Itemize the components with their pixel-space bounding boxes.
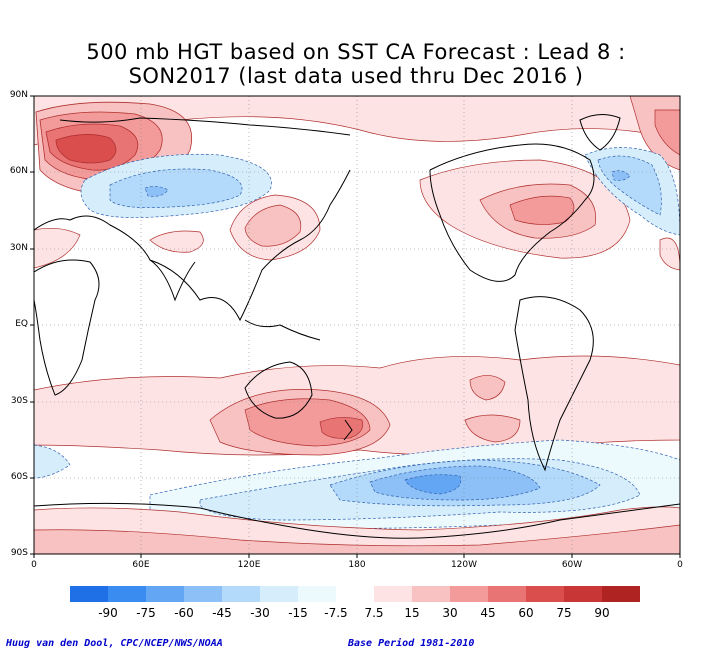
lat-label: 30S [10, 396, 28, 406]
colorbar-swatch [108, 586, 146, 602]
lon-label: 180 [348, 560, 366, 570]
colorbar-tick-label: -45 [212, 606, 232, 620]
colorbar-tick-label: 90 [594, 606, 610, 620]
axis-ticks [30, 95, 681, 558]
colorbar-tick-label: -75 [136, 606, 156, 620]
lat-label: 30N [9, 243, 28, 253]
footer-credit: Huug van den Dool, CPC/NCEP/NWS/NOAA [6, 638, 223, 649]
map-title-line-2: SON2017 (last data used thru Dec 2016 ) [128, 64, 584, 88]
lat-label: 90N [9, 90, 28, 100]
colorbar-tick-label: -15 [288, 606, 308, 620]
lon-label: 60W [561, 560, 583, 570]
colorbar-tick-label: 45 [480, 606, 496, 620]
map-title-line-1: 500 mb HGT based on SST CA Forecast : Le… [86, 40, 626, 64]
colorbar-swatch [184, 586, 222, 602]
colorbar [70, 586, 640, 602]
colorbar-swatch [70, 586, 108, 602]
colorbar-swatch [564, 586, 602, 602]
colorbar-tick-label: 75 [556, 606, 572, 620]
coastlines [34, 114, 680, 539]
colorbar-swatch [260, 586, 298, 602]
colorbar-swatch [450, 586, 488, 602]
lat-label: 60S [10, 472, 28, 482]
lon-label: 120E [237, 560, 261, 570]
lon-label: 0 [31, 560, 37, 570]
colorbar-swatch [602, 586, 640, 602]
footer-base-period: Base Period 1981-2010 [348, 638, 475, 649]
colorbar-swatch [336, 586, 374, 602]
colorbar-tick-label: -60 [174, 606, 194, 620]
lon-label: 60E [132, 560, 150, 570]
colorbar-swatch [412, 586, 450, 602]
colorbar-tick-label: 7.5 [364, 606, 384, 620]
graticule [34, 96, 680, 554]
colorbar-tick-label: 30 [442, 606, 458, 620]
colorbar-swatch [488, 586, 526, 602]
colorbar-swatch [146, 586, 184, 602]
lat-label: 60N [9, 166, 28, 176]
lon-label: 120W [450, 560, 478, 570]
lat-label: 90S [10, 548, 28, 558]
lat-label: EQ [15, 319, 28, 329]
colorbar-tick-label: -7.5 [324, 606, 348, 620]
colorbar-swatch [298, 586, 336, 602]
colorbar-tick-label: -90 [98, 606, 118, 620]
colorbar-tick-label: 15 [404, 606, 420, 620]
colorbar-swatch [374, 586, 412, 602]
lon-label: 0 [677, 560, 683, 570]
colorbar-swatch [526, 586, 564, 602]
colorbar-tick-label: -30 [250, 606, 270, 620]
colorbar-tick-label: 60 [518, 606, 534, 620]
colorbar-swatch [222, 586, 260, 602]
